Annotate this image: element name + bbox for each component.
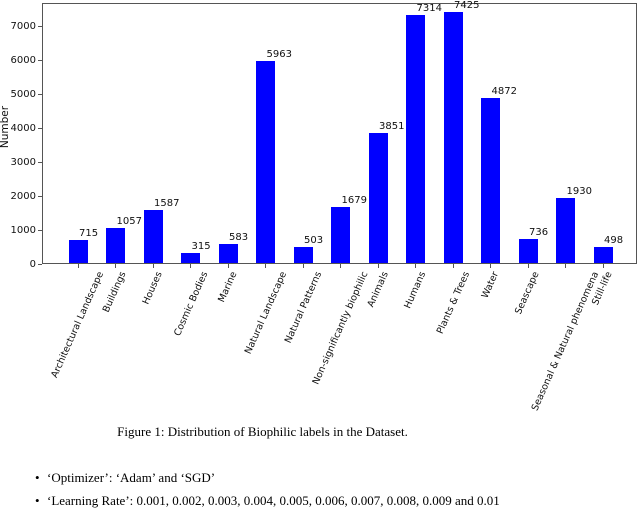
bar bbox=[518, 238, 538, 264]
y-tick-mark bbox=[38, 93, 42, 95]
x-tick-mark bbox=[77, 264, 79, 268]
bar-value-label: 1057 bbox=[116, 216, 142, 228]
y-tick-label: 1000 bbox=[10, 224, 36, 236]
x-tick-mark bbox=[452, 264, 454, 268]
y-tick-label: 3000 bbox=[10, 156, 36, 168]
x-category-label: Natural Patterns bbox=[282, 270, 324, 345]
x-category-label: Seascape bbox=[513, 270, 542, 317]
x-tick-mark bbox=[115, 264, 116, 268]
bullet-text-optimizer: ‘Optimizer’: ‘Adam’ and ‘SGD’ bbox=[47, 470, 216, 485]
bar bbox=[256, 61, 275, 264]
bar-value-label: 503 bbox=[304, 234, 324, 246]
y-tick-label: 4000 bbox=[10, 122, 36, 134]
bar-value-label: 715 bbox=[79, 227, 99, 239]
x-category-label: Cosmic Bodies bbox=[171, 270, 210, 338]
bar-value-label: 3851 bbox=[379, 121, 405, 133]
bar bbox=[368, 133, 388, 264]
y-tick-label: 7000 bbox=[10, 20, 36, 32]
bar bbox=[331, 206, 350, 264]
x-category-label: Architectural Landscape bbox=[49, 270, 107, 380]
x-tick-mark bbox=[302, 264, 304, 268]
y-tick-label: 2000 bbox=[10, 190, 36, 202]
bullet-icon: • bbox=[35, 493, 40, 508]
bullet-icon: • bbox=[35, 470, 40, 485]
x-tick-mark bbox=[340, 264, 341, 268]
y-tick-mark bbox=[38, 195, 42, 197]
bar-value-label: 498 bbox=[604, 235, 624, 247]
y-tick-label: 0 bbox=[29, 258, 36, 270]
bullet-text-learning-rate: ‘Learning Rate’: 0.001, 0.002, 0.003, 0.… bbox=[47, 493, 500, 508]
x-category-label: Houses bbox=[140, 270, 165, 307]
bar-value-label: 5963 bbox=[266, 49, 292, 61]
x-tick-mark bbox=[190, 264, 191, 268]
x-category-label: Marine bbox=[216, 270, 240, 305]
bar-value-label: 4872 bbox=[491, 86, 517, 98]
bullet-item-learning-rate: • ‘Learning Rate’: 0.001, 0.002, 0.003, … bbox=[35, 492, 625, 508]
y-tick-mark bbox=[38, 161, 42, 163]
bar bbox=[68, 239, 88, 264]
y-tick-label: 6000 bbox=[10, 54, 36, 66]
x-category-label: Humans bbox=[402, 270, 429, 311]
bar bbox=[593, 247, 613, 264]
bar-chart-figure: 0 1000 2000 3000 4000 5000 6000 7000 Number 715 Ar… bbox=[0, 0, 637, 413]
bar bbox=[443, 11, 463, 264]
x-tick-mark bbox=[565, 264, 566, 268]
bar-value-label: 7425 bbox=[454, 0, 480, 11]
bar bbox=[481, 98, 500, 264]
x-tick-mark bbox=[490, 264, 491, 268]
x-tick-mark bbox=[227, 264, 229, 268]
y-tick-mark bbox=[38, 229, 42, 231]
x-tick-mark bbox=[152, 264, 154, 268]
x-tick-mark bbox=[415, 264, 416, 268]
bar bbox=[181, 253, 200, 264]
bar bbox=[556, 198, 575, 264]
y-tick-mark bbox=[38, 59, 42, 61]
bullet-item-optimizer: • ‘Optimizer’: ‘Adam’ and ‘SGD’ bbox=[35, 469, 625, 486]
bar-value-label: 736 bbox=[529, 226, 549, 238]
y-tick-mark bbox=[38, 263, 42, 265]
bar-value-label: 1930 bbox=[566, 186, 592, 198]
bar bbox=[406, 15, 425, 264]
bar bbox=[218, 244, 238, 264]
bar bbox=[293, 246, 313, 264]
x-category-label: Plants & Trees bbox=[434, 270, 472, 336]
bar-value-label: 1587 bbox=[154, 198, 180, 210]
bar-value-label: 583 bbox=[229, 232, 249, 244]
y-axis-label: Number bbox=[0, 105, 12, 149]
x-category-label: Water bbox=[479, 270, 502, 301]
x-tick-mark bbox=[265, 264, 266, 268]
x-category-label: Non-significantly biophilic bbox=[310, 270, 371, 387]
bar bbox=[143, 210, 163, 264]
bullet-list: • ‘Optimizer’: ‘Adam’ and ‘SGD’ • ‘Learn… bbox=[35, 469, 625, 508]
x-tick-mark bbox=[377, 264, 379, 268]
bar bbox=[106, 228, 125, 264]
x-category-label: Natural Landscape bbox=[242, 270, 289, 356]
y-tick-mark bbox=[38, 127, 42, 129]
bar-value-label: 315 bbox=[191, 241, 211, 253]
x-category-label: Buildings bbox=[101, 270, 129, 315]
bar-value-label: 1679 bbox=[341, 194, 367, 206]
x-tick-mark bbox=[527, 264, 529, 268]
y-tick-mark bbox=[38, 25, 42, 27]
y-tick-label: 5000 bbox=[10, 88, 36, 100]
x-category-label: Seasonal & Natural phenomena bbox=[529, 270, 602, 413]
bar-value-label: 7314 bbox=[416, 3, 442, 15]
figure-caption: Figure 1: Distribution of Biophilic labe… bbox=[117, 424, 408, 439]
x-tick-mark bbox=[602, 264, 604, 268]
